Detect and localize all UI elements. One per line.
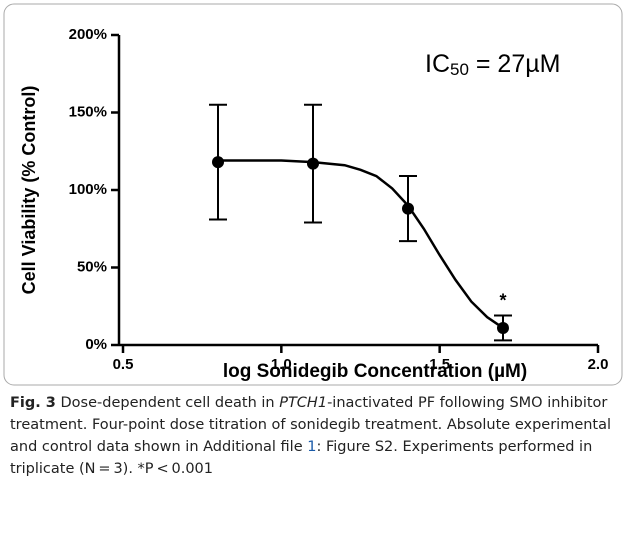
y-tick-label: 100% (69, 181, 107, 198)
x-tick-label: 2.0 (588, 356, 609, 373)
significance-mark: * (499, 290, 506, 310)
caption-text: Dose-dependent cell death in (55, 395, 280, 411)
y-tick-label: 0% (85, 336, 107, 353)
point (307, 157, 319, 170)
x-tick-label: 1.0 (271, 356, 292, 373)
y-tick-label: 50% (77, 258, 107, 275)
point (497, 321, 509, 334)
chart: log Sonidegib Concentration (µM) Cell Vi… (3, 3, 623, 386)
caption: Fig. 3 Dose-dependent cell death in PTCH… (10, 392, 620, 480)
ic50-label: IC50 = 27µM (425, 50, 560, 80)
y-axis-label: Cell Viability (% Control) (19, 86, 39, 295)
x-tick-label: 0.5 (113, 356, 134, 373)
fit-curve (218, 159, 504, 329)
x-tick-label: 1.5 (429, 356, 450, 373)
caption-text: -inactivated PF following SMO inhibitor … (10, 395, 612, 455)
x-axis-label: log Sonidegib Concentration (µM) (223, 361, 527, 382)
y-tick-label: 150% (69, 103, 107, 120)
caption-text: : Figure S2. Experiments performed in tr… (10, 439, 593, 477)
caption-label: Fig. 3 (10, 395, 56, 411)
caption-gene: PTCH1 (279, 395, 328, 411)
caption-link[interactable]: 1 (307, 439, 317, 455)
y-tick-label: 200% (69, 26, 107, 43)
point (212, 156, 224, 169)
point (402, 202, 414, 215)
frame (3, 3, 623, 386)
